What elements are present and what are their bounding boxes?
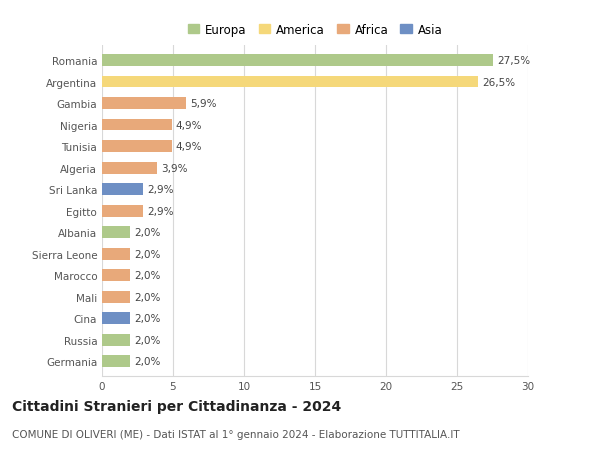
Text: 2,0%: 2,0% [134,228,161,238]
Text: 2,0%: 2,0% [134,356,161,366]
Bar [102,227,130,239]
Bar [102,77,478,88]
Text: 27,5%: 27,5% [497,56,530,66]
Bar [102,184,143,196]
Text: 4,9%: 4,9% [176,142,202,152]
Bar [102,355,130,367]
Bar [102,291,130,303]
Text: 2,9%: 2,9% [148,206,174,216]
Bar [102,248,130,260]
Legend: Europa, America, Africa, Asia: Europa, America, Africa, Asia [183,19,447,41]
Bar [102,141,172,153]
Text: 2,0%: 2,0% [134,270,161,280]
Text: 26,5%: 26,5% [482,78,515,87]
Bar [102,98,186,110]
Bar [102,269,130,281]
Text: 2,0%: 2,0% [134,335,161,345]
Bar [102,205,143,217]
Text: 2,9%: 2,9% [148,185,174,195]
Text: 5,9%: 5,9% [190,99,217,109]
Bar [102,334,130,346]
Bar [102,313,130,325]
Bar [102,162,157,174]
Text: COMUNE DI OLIVERI (ME) - Dati ISTAT al 1° gennaio 2024 - Elaborazione TUTTITALIA: COMUNE DI OLIVERI (ME) - Dati ISTAT al 1… [12,429,460,439]
Text: 2,0%: 2,0% [134,313,161,324]
Bar [102,55,493,67]
Text: 3,9%: 3,9% [161,163,188,173]
Text: 2,0%: 2,0% [134,292,161,302]
Bar [102,119,172,131]
Text: 4,9%: 4,9% [176,120,202,130]
Text: 2,0%: 2,0% [134,249,161,259]
Text: Cittadini Stranieri per Cittadinanza - 2024: Cittadini Stranieri per Cittadinanza - 2… [12,399,341,413]
